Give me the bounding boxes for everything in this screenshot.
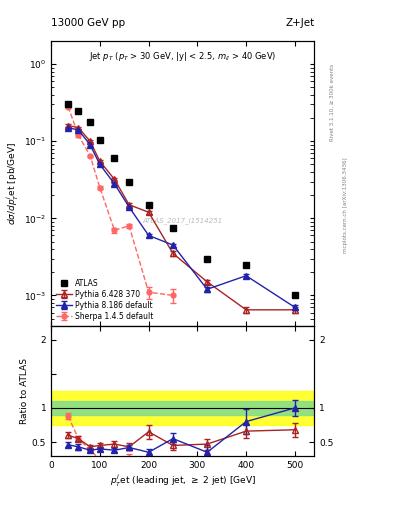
Text: Rivet 3.1.10, ≥ 300k events: Rivet 3.1.10, ≥ 300k events [330, 64, 334, 141]
Y-axis label: $d\sigma/dp_T^{j}$et [pb/GeV]: $d\sigma/dp_T^{j}$et [pb/GeV] [5, 142, 21, 225]
ATLAS [171, 225, 175, 231]
Legend: ATLAS, Pythia 6.428 370, Pythia 8.186 default, Sherpa 1.4.5 default: ATLAS, Pythia 6.428 370, Pythia 8.186 de… [55, 278, 155, 322]
ATLAS [292, 292, 297, 298]
Text: mcplots.cern.ch [arXiv:1306.3436]: mcplots.cern.ch [arXiv:1306.3436] [343, 157, 348, 252]
ATLAS [244, 262, 248, 268]
Text: Z+Jet: Z+Jet [285, 18, 314, 28]
ATLAS [97, 137, 102, 143]
Text: 13000 GeV pp: 13000 GeV pp [51, 18, 125, 28]
Text: ATLAS_2017_I1514251: ATLAS_2017_I1514251 [143, 217, 223, 224]
ATLAS [146, 202, 151, 208]
Y-axis label: Ratio to ATLAS: Ratio to ATLAS [20, 358, 29, 424]
ATLAS [127, 179, 132, 185]
ATLAS [88, 118, 92, 124]
ATLAS [205, 255, 209, 262]
ATLAS [76, 108, 81, 114]
Text: Jet $p_T$ ($p_T$ > 30 GeV, |y| < 2.5, $m_{ll}$ > 40 GeV): Jet $p_T$ ($p_T$ > 30 GeV, |y| < 2.5, $m… [89, 50, 276, 62]
Line: ATLAS: ATLAS [65, 101, 298, 299]
ATLAS [112, 155, 117, 161]
ATLAS [66, 101, 70, 108]
X-axis label: $p_T^{j}$et (leading jet, $\geq$ 2 jet) [GeV]: $p_T^{j}$et (leading jet, $\geq$ 2 jet) … [110, 472, 256, 488]
